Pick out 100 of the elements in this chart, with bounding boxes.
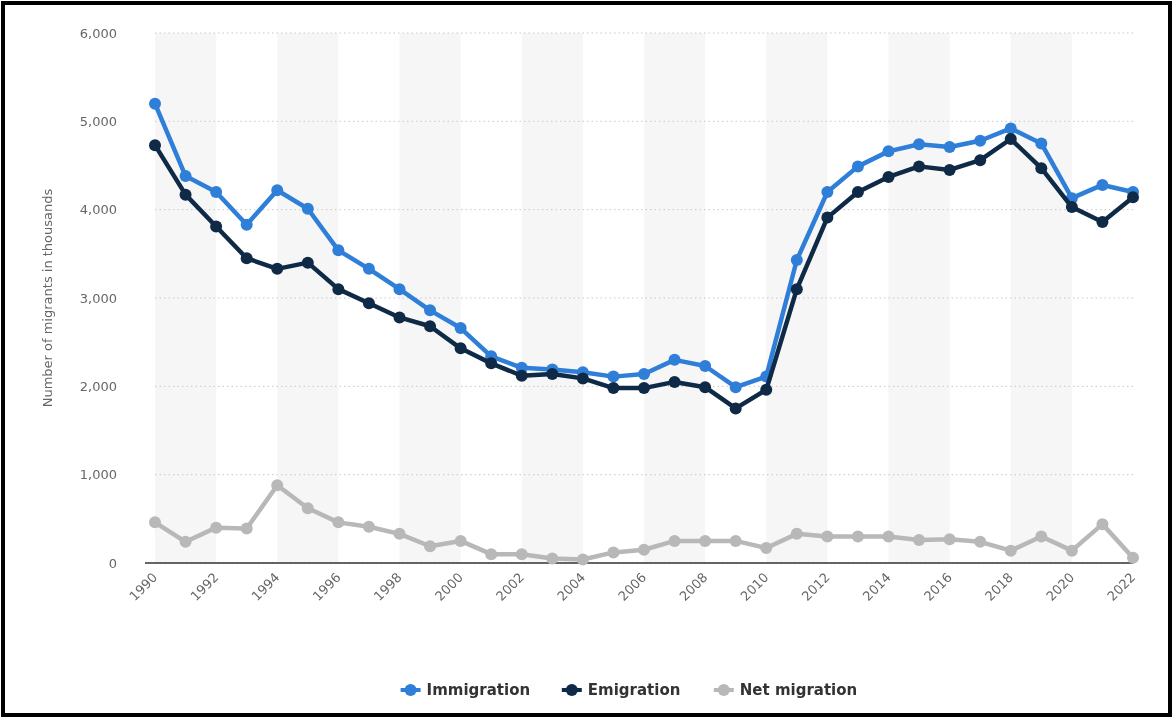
point <box>913 160 926 173</box>
point <box>271 479 284 492</box>
point <box>240 218 253 231</box>
point <box>1035 137 1048 150</box>
point <box>974 535 987 548</box>
point <box>210 186 223 198</box>
point <box>271 262 284 275</box>
point <box>729 402 742 415</box>
point <box>362 297 375 310</box>
point <box>179 170 192 183</box>
y-tick-label: 4,000 <box>79 202 117 218</box>
legend-label: Net migration <box>739 681 858 700</box>
point <box>1096 216 1109 229</box>
legend-label: Immigration <box>426 681 531 700</box>
point <box>882 145 895 158</box>
point <box>638 367 650 380</box>
point <box>485 357 498 370</box>
point <box>974 154 987 167</box>
point <box>362 520 375 533</box>
point <box>301 502 314 515</box>
point <box>943 140 956 153</box>
point <box>943 163 956 176</box>
point <box>882 170 895 183</box>
point <box>149 516 161 529</box>
point <box>362 262 375 275</box>
y-tick-label: 2,000 <box>79 378 117 394</box>
y-axis-title: Number of migrants in thousands <box>40 188 55 408</box>
point <box>271 184 284 197</box>
point <box>179 535 192 548</box>
point <box>668 534 681 547</box>
point <box>1004 544 1017 557</box>
point <box>821 530 834 543</box>
point <box>576 553 589 566</box>
point <box>974 134 987 147</box>
point <box>821 186 834 198</box>
point <box>1004 122 1017 135</box>
point <box>1065 544 1078 557</box>
point <box>179 188 192 201</box>
point <box>332 244 345 257</box>
point <box>515 369 528 382</box>
legend-label: Emigration <box>587 681 681 700</box>
point <box>424 320 437 333</box>
point <box>1127 191 1139 204</box>
point <box>760 383 773 396</box>
point <box>240 522 253 535</box>
point <box>332 283 345 296</box>
point <box>760 541 773 554</box>
point <box>210 521 223 534</box>
point <box>882 530 895 543</box>
point <box>424 304 437 317</box>
point <box>332 516 345 529</box>
point <box>301 202 314 215</box>
point <box>301 256 314 269</box>
point <box>1096 178 1109 191</box>
point <box>699 381 712 394</box>
point <box>1065 201 1078 214</box>
point <box>393 283 406 296</box>
point <box>454 534 467 547</box>
point <box>851 160 864 173</box>
point <box>729 381 742 394</box>
point <box>821 211 834 224</box>
point <box>607 546 620 559</box>
point <box>668 353 681 366</box>
point <box>1096 518 1109 531</box>
point <box>851 186 864 198</box>
point <box>546 552 559 565</box>
point <box>149 97 161 110</box>
point <box>913 534 926 547</box>
point <box>576 372 589 385</box>
point <box>149 139 161 152</box>
y-tick-label: 3,000 <box>79 290 117 306</box>
point <box>790 254 803 267</box>
point <box>790 283 803 296</box>
point <box>790 527 803 540</box>
point <box>607 370 620 383</box>
point <box>454 322 467 335</box>
point <box>699 534 712 547</box>
point <box>1127 551 1139 564</box>
y-tick-label: 0 <box>108 555 117 571</box>
point <box>240 252 253 265</box>
point <box>638 543 650 556</box>
point <box>943 533 956 546</box>
point <box>851 530 864 543</box>
point <box>1035 162 1048 175</box>
point <box>1035 530 1048 543</box>
y-tick-label: 1,000 <box>79 467 117 483</box>
point <box>393 527 406 540</box>
point <box>607 382 620 395</box>
y-tick-label: 5,000 <box>79 113 117 129</box>
point <box>546 367 559 380</box>
y-tick-label: 6,000 <box>79 25 117 41</box>
point <box>393 311 406 324</box>
point <box>913 138 926 151</box>
point <box>424 540 437 553</box>
point <box>454 342 467 355</box>
point <box>210 220 223 233</box>
point <box>668 375 681 388</box>
point <box>699 360 712 373</box>
point <box>638 382 650 395</box>
point <box>515 548 528 561</box>
